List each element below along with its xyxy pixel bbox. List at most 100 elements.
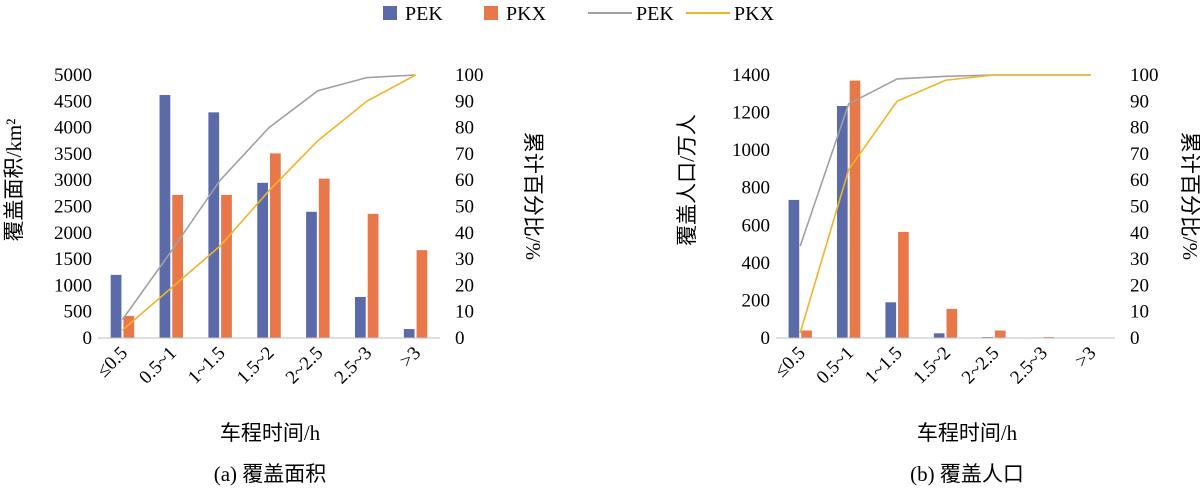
chart-b-ytick-label: 400 xyxy=(742,253,771,274)
chart-b-bar-pkx-1 xyxy=(849,80,861,338)
legend-label-pkx-line: PKX xyxy=(734,3,775,25)
chart-b-bar-pek-2 xyxy=(885,302,897,338)
chart-a-ytick-label: 2000 xyxy=(54,223,92,244)
chart-b-bar-pkx-4 xyxy=(994,330,1006,338)
legend-label-pkx-bar: PKX xyxy=(506,3,547,25)
chart-a-ytick-label: 0 xyxy=(83,328,93,349)
chart-b-y2label: 累计百分比/% xyxy=(1178,132,1200,260)
chart-b-bar-pek-3 xyxy=(933,333,945,338)
chart-a-bar-pek-2 xyxy=(208,112,220,338)
chart-b-xtick-label: ≤0.5 xyxy=(771,343,810,382)
chart-a-bar-pkx-1 xyxy=(172,194,184,338)
chart-a-ytick-label: 4500 xyxy=(54,91,92,112)
chart-a-y2tick-label: 90 xyxy=(455,91,474,112)
chart-a-xtick-label: 0.5~1 xyxy=(135,343,181,389)
chart-a-y2tick-label: 20 xyxy=(455,275,474,296)
chart-a-xtick-label: 2~2.5 xyxy=(282,343,328,389)
chart-b-ytick-label: 0 xyxy=(761,328,771,349)
chart-b-xtick-label: >3 xyxy=(1071,343,1100,372)
chart-b-y2tick-label: 100 xyxy=(1130,65,1159,86)
chart-a-y2tick-label: 60 xyxy=(455,170,474,191)
legend-label-pek-line: PEK xyxy=(636,3,674,25)
chart-a-marks: 0500100015002000250030003500400045005000… xyxy=(54,65,484,388)
chart-a-bar-pek-3 xyxy=(257,182,268,338)
chart-a-y2tick-label: 0 xyxy=(455,328,465,349)
chart-b-ytick-label: 600 xyxy=(742,215,771,236)
chart-a-bar-pek-1 xyxy=(159,94,171,338)
chart-a-ytick-label: 3500 xyxy=(54,144,92,165)
chart-b-xtick-label: 2~2.5 xyxy=(958,343,1004,389)
chart-b-ytick-label: 1400 xyxy=(732,65,770,86)
chart-a-bar-pek-6 xyxy=(403,329,415,338)
chart-area-coverage: 0500100015002000250030003500400045005000… xyxy=(2,65,545,486)
chart-a-ytick-label: 2500 xyxy=(54,197,92,218)
chart-a-y2tick-label: 40 xyxy=(455,223,474,244)
chart-a-line-pkx xyxy=(121,74,416,331)
chart-b-xtick-label: 2.5~3 xyxy=(1006,343,1052,389)
chart-b-xtick-label: 1~1.5 xyxy=(861,343,907,389)
chart-b-y2tick-label: 90 xyxy=(1130,91,1149,112)
chart-b-bar-pkx-0 xyxy=(801,330,812,338)
chart-a-line-pek xyxy=(121,74,416,321)
chart-b-y2tick-label: 80 xyxy=(1130,118,1149,139)
chart-a-bar-pek-4 xyxy=(306,211,317,338)
chart-a-y2tick-label: 70 xyxy=(455,144,474,165)
legend-swatch-pkx-bar xyxy=(484,6,498,20)
chart-a-y2label: 累计百分比/% xyxy=(521,132,545,260)
chart-a-bar-pek-0 xyxy=(110,274,122,338)
chart-b-ylabel: 覆盖人口/万人 xyxy=(675,114,699,246)
chart-b-ytick-label: 800 xyxy=(742,178,771,199)
chart-b-line-pkx xyxy=(799,74,1091,333)
chart-b-y2tick-label: 70 xyxy=(1130,144,1149,165)
chart-a-y2tick-label: 50 xyxy=(455,197,474,218)
chart-a-xtick-label: >3 xyxy=(396,343,425,372)
chart-b-bar-pek-0 xyxy=(788,199,800,338)
chart-b-y2tick-label: 10 xyxy=(1130,302,1149,323)
chart-a-xtick-label: 1.5~2 xyxy=(233,343,279,389)
chart-b-bar-pkx-2 xyxy=(898,231,909,338)
chart-a-caption: (a) 覆盖面积 xyxy=(214,462,327,486)
chart-b-caption: (b) 覆盖人口 xyxy=(910,462,1024,486)
chart-a-xtick-label: 2.5~3 xyxy=(331,343,377,389)
chart-b-bar-pek-1 xyxy=(836,105,848,338)
chart-a-ytick-label: 5000 xyxy=(54,65,92,86)
chart-a-ylabel: 覆盖面积/km² xyxy=(2,119,26,242)
chart-a-y2tick-label: 100 xyxy=(455,65,484,86)
legend-swatch-pek-bar xyxy=(383,6,397,20)
chart-a-ytick-label: 1500 xyxy=(54,249,92,270)
chart-a-bar-pkx-0 xyxy=(123,315,135,338)
chart-b-ytick-label: 1200 xyxy=(732,103,770,124)
chart-a-bar-pkx-2 xyxy=(221,194,232,338)
chart-b-y2tick-label: 30 xyxy=(1130,249,1149,270)
chart-population-coverage: 0 200 400 600 800 1000 1200 1400 0 10 20 30 40 50 60 70… xyxy=(675,65,1200,486)
chart-a-y2tick-label: 10 xyxy=(455,302,474,323)
legend: PEK PKX PEK PKX xyxy=(383,3,775,25)
chart-b-y2tick-label: 0 xyxy=(1130,328,1140,349)
chart-a-y2tick-label: 30 xyxy=(455,249,474,270)
chart-a-xtick-label: ≤0.5 xyxy=(93,343,132,382)
chart-b-y2tick-label: 50 xyxy=(1130,197,1149,218)
chart-b-xtick-label: 1.5~2 xyxy=(909,343,955,389)
chart-b-bar-pkx-3 xyxy=(946,308,958,338)
chart-a-xtick-label: 1~1.5 xyxy=(184,343,230,389)
chart-b-marks: 0 200 400 600 800 1000 1200 1400 0 10 20 30 40 50 60 70… xyxy=(732,65,1159,388)
chart-a-ytick-label: 500 xyxy=(64,302,93,323)
chart-a-bar-pkx-5 xyxy=(367,213,379,338)
chart-a-xlabel: 车程时间/h xyxy=(220,421,321,445)
chart-a-bar-pkx-4 xyxy=(318,178,330,338)
chart-a-bar-pkx-3 xyxy=(270,153,281,338)
chart-b-ytick-label: 200 xyxy=(742,290,771,311)
chart-b-y2tick-label: 60 xyxy=(1130,170,1149,191)
chart-a-bar-pkx-6 xyxy=(416,250,428,338)
chart-b-y2tick-label: 40 xyxy=(1130,223,1149,244)
chart-a-bar-pek-5 xyxy=(354,296,366,338)
chart-b-ytick-label: 1000 xyxy=(732,140,770,161)
chart-b-xtick-label: 0.5~1 xyxy=(813,343,859,389)
chart-a-ytick-label: 1000 xyxy=(54,275,92,296)
chart-a-ytick-label: 3000 xyxy=(54,170,92,191)
chart-a-ytick-label: 4000 xyxy=(54,118,92,139)
legend-label-pek-bar: PEK xyxy=(405,3,443,25)
chart-a-y2tick-label: 80 xyxy=(455,118,474,139)
chart-b-y2tick-label: 20 xyxy=(1130,275,1149,296)
